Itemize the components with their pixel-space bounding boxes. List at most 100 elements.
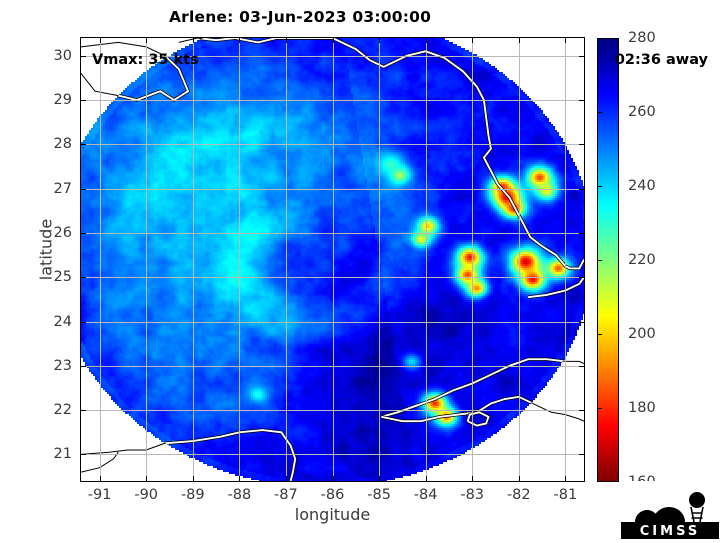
x-tick-mark xyxy=(425,476,427,481)
grid-line-horizontal xyxy=(81,55,584,57)
x-tick-label: -90 xyxy=(134,487,159,503)
x-tick-mark xyxy=(332,38,334,43)
grid-line-horizontal xyxy=(81,277,584,279)
x-tick-label: -85 xyxy=(367,487,391,503)
x-tick-mark xyxy=(285,38,287,43)
colorbar-tick-label: 220 xyxy=(628,252,656,268)
y-tick-label: 23 xyxy=(53,357,72,374)
grid-line-horizontal xyxy=(81,232,584,234)
page-title: Arlene: 03-Jun-2023 03:00:00 xyxy=(168,8,432,26)
cimss-logo: CIMSS xyxy=(621,481,719,539)
y-tick-mark xyxy=(579,277,584,279)
cimss-logo-graphic: CIMSS xyxy=(621,491,719,539)
y-tick-mark xyxy=(579,144,584,146)
y-tick-label: 22 xyxy=(53,402,72,419)
y-tick-mark xyxy=(579,365,584,367)
y-tick-label: 30 xyxy=(53,47,72,64)
y-tick-mark xyxy=(81,100,86,101)
svg-text:CIMSS: CIMSS xyxy=(640,524,700,539)
x-tick-mark xyxy=(99,476,101,481)
grid-line-vertical xyxy=(379,38,381,481)
grid-line-vertical xyxy=(332,38,334,481)
x-tick-label: -82 xyxy=(506,487,531,503)
grid-line-vertical xyxy=(146,38,148,481)
x-tick-mark xyxy=(146,476,148,481)
y-axis-title: latitude xyxy=(36,218,56,281)
x-tick-label: -81 xyxy=(553,487,578,503)
y-tick-label: 29 xyxy=(53,92,72,108)
x-tick-mark xyxy=(146,38,148,43)
x-tick-label: -86 xyxy=(320,487,345,503)
x-tick-mark xyxy=(565,38,567,43)
colorbar-tick-label: 280 xyxy=(628,30,656,46)
x-tick-mark xyxy=(379,476,381,481)
y-tick-mark xyxy=(81,321,86,323)
y-tick-mark xyxy=(81,277,86,279)
grid-line-vertical xyxy=(425,38,427,481)
map-plot-area[interactable] xyxy=(80,37,585,482)
y-tick-label: 25 xyxy=(53,269,72,286)
x-axis-title: longitude xyxy=(294,505,371,524)
x-tick-label: -91 xyxy=(87,487,112,503)
colorbar-tick-mark xyxy=(597,334,602,335)
y-tick-mark xyxy=(579,55,584,57)
x-tick-mark xyxy=(192,38,194,43)
grid-line-vertical xyxy=(239,38,241,481)
y-tick-mark xyxy=(579,321,584,323)
y-tick-label: 27 xyxy=(53,180,72,197)
x-tick-mark xyxy=(425,38,427,43)
grid-line-horizontal xyxy=(81,321,584,323)
x-tick-mark xyxy=(99,38,101,43)
vmax-annotation: Vmax: 35 kts xyxy=(92,52,199,68)
grid-line-vertical xyxy=(518,38,520,481)
grid-line-horizontal xyxy=(81,454,584,456)
colorbar-tick-mark xyxy=(597,112,602,113)
x-tick-label: -88 xyxy=(227,487,252,503)
x-tick-mark xyxy=(472,476,474,481)
colorbar-tick-mark xyxy=(597,408,602,409)
y-tick-label: 26 xyxy=(53,224,72,241)
x-tick-label: -83 xyxy=(460,487,485,503)
y-tick-mark xyxy=(579,454,584,456)
x-tick-mark xyxy=(239,38,241,43)
colorbar-tick-label: 200 xyxy=(628,326,656,342)
y-tick-mark xyxy=(81,144,86,146)
y-tick-mark xyxy=(579,188,584,190)
y-tick-mark xyxy=(81,365,86,367)
grid-line-horizontal xyxy=(81,188,584,190)
x-tick-mark xyxy=(285,476,287,481)
x-tick-label: -89 xyxy=(180,487,205,503)
y-tick-mark xyxy=(579,410,584,412)
grid-line-horizontal xyxy=(81,365,584,367)
colorbar-gradient xyxy=(598,39,618,481)
colorbar-tick-label: 240 xyxy=(628,178,656,194)
colorbar-tick-label: 180 xyxy=(628,400,656,416)
y-tick-mark xyxy=(579,232,584,234)
x-tick-mark xyxy=(518,38,520,43)
y-tick-label: 28 xyxy=(53,136,72,153)
x-tick-mark xyxy=(332,476,334,481)
grid-line-horizontal xyxy=(81,100,584,101)
colorbar-tick-mark xyxy=(597,260,602,261)
grid-line-horizontal xyxy=(81,144,584,146)
grid-line-vertical xyxy=(99,38,101,481)
grid-line-vertical xyxy=(472,38,474,481)
y-tick-label: 24 xyxy=(53,313,72,330)
y-tick-mark xyxy=(81,454,86,456)
x-tick-mark xyxy=(192,476,194,481)
y-tick-mark xyxy=(579,100,584,101)
x-tick-label: -84 xyxy=(413,487,438,503)
y-tick-mark xyxy=(81,410,86,412)
x-tick-mark xyxy=(379,38,381,43)
colorbar-tick-label: 260 xyxy=(628,104,656,120)
y-tick-mark xyxy=(81,188,86,190)
grid-line-vertical xyxy=(192,38,194,481)
colorbar-tick-mark xyxy=(597,186,602,187)
grid-line-horizontal xyxy=(81,410,584,412)
x-tick-mark xyxy=(239,476,241,481)
time-away-annotation: 02:36 away xyxy=(614,52,708,68)
grid-line-vertical xyxy=(285,38,287,481)
x-tick-mark xyxy=(565,476,567,481)
grid-line-vertical xyxy=(565,38,567,481)
